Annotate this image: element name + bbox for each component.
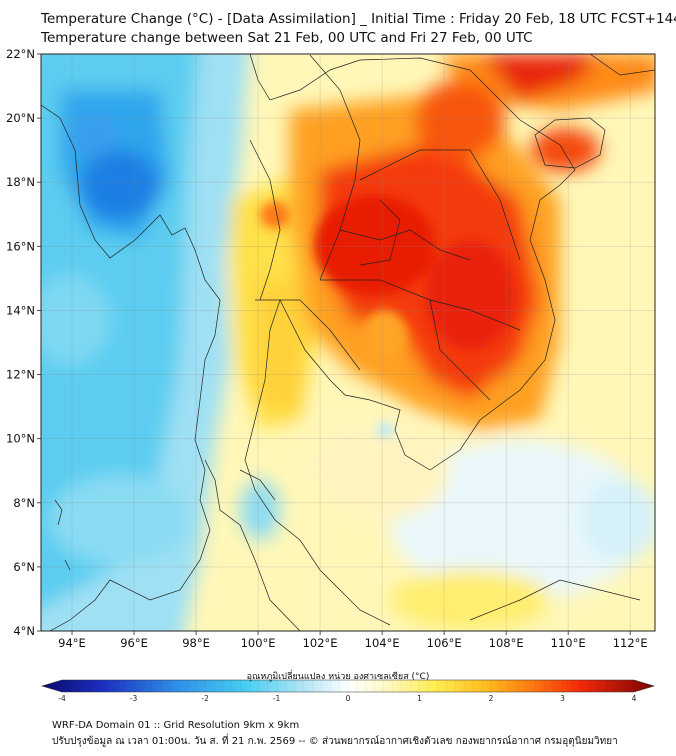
lon-label: 98°E — [182, 636, 210, 650]
footer-credit: ปรับปรุงข้อมูล ณ เวลา 01:00น. วัน ส. ที่… — [52, 736, 618, 747]
lon-label: 108°E — [489, 636, 524, 650]
lat-label: 4°N — [13, 624, 35, 638]
longitude-labels: 94°E 96°E 98°E 100°E 102°E 104°E 106°E 108°E 110… — [58, 631, 648, 650]
colorbar-tick-label: -1 — [273, 694, 281, 703]
map-frame — [40, 53, 656, 632]
temperature-field — [41, 54, 655, 631]
lat-label: 18°N — [6, 175, 35, 189]
lat-label: 20°N — [6, 111, 35, 125]
colorbar-ticks: -4 -3 -2 -1 0 1 2 3 4 — [58, 680, 637, 703]
latitude-labels: 22°N 20°N 18°N 16°N 14°N 12°N 10°N 8°N 6°N 4°N — [6, 47, 41, 638]
lat-label: 10°N — [6, 432, 35, 446]
lat-label: 22°N — [6, 47, 35, 61]
map-title-line1: Temperature Change (°C) - [Data Assimila… — [41, 11, 676, 27]
lon-label: 106°E — [427, 636, 462, 650]
lat-label: 8°N — [13, 496, 35, 510]
lon-label: 94°E — [58, 636, 86, 650]
footer-model-info: WRF-DA Domain 01 :: Grid Resolution 9km … — [52, 720, 300, 731]
lat-label: 6°N — [13, 560, 35, 574]
lat-lon-grid — [41, 54, 655, 631]
lat-label: 14°N — [6, 303, 35, 317]
colorbar: -4 -3 -2 -1 0 1 2 3 4 — [40, 679, 656, 703]
colorbar-tick-label: 1 — [417, 694, 422, 703]
lon-label: 112°E — [613, 636, 648, 650]
lon-label: 102°E — [303, 636, 338, 650]
colorbar-tick-label: -2 — [201, 694, 209, 703]
lon-label: 100°E — [241, 636, 276, 650]
map-title-line2: Temperature change between Sat 21 Feb, 0… — [41, 30, 533, 46]
colorbar-bar — [40, 679, 656, 693]
lon-label: 104°E — [365, 636, 400, 650]
colorbar-tick-label: -4 — [58, 694, 66, 703]
coastlines — [41, 54, 655, 631]
colorbar-tick-label: 3 — [560, 694, 565, 703]
colorbar-tick-label: 4 — [632, 694, 637, 703]
lat-label: 16°N — [6, 239, 35, 253]
lon-label: 96°E — [120, 636, 148, 650]
colorbar-title: อุณหภูมิเปลี่ยนแปลง หน่วย องศาเซลเซียส (… — [246, 672, 430, 682]
colorbar-tick-label: 2 — [489, 694, 494, 703]
lat-label: 12°N — [6, 368, 35, 382]
colorbar-tick-label: -3 — [130, 694, 138, 703]
colorbar-tick-label: 0 — [346, 694, 351, 703]
lon-label: 110°E — [551, 636, 586, 650]
